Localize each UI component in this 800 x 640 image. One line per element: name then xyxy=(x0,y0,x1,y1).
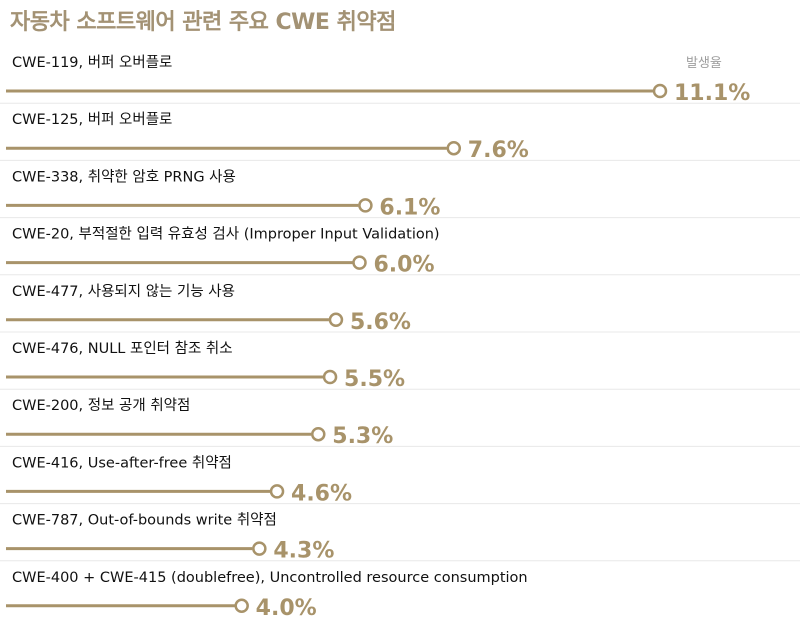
category-label: CWE-400 + CWE-415 (doublefree), Uncontro… xyxy=(12,570,528,586)
category-label: CWE-476, NULL 포인터 참조 취소 xyxy=(12,340,233,357)
bar-marker xyxy=(352,255,367,270)
bar-marker xyxy=(269,484,285,499)
chart-title: 자동차 소프트웨어 관련 주요 CWE 취약점 xyxy=(10,10,396,35)
bar-marker xyxy=(234,598,249,614)
bar-marker xyxy=(358,198,373,213)
category-label: CWE-20, 부적절한 입력 유효성 검사 (Improper Input V… xyxy=(12,226,440,243)
value-label: 7.6% xyxy=(468,138,529,163)
category-label: CWE-416, Use-after-free 취약점 xyxy=(12,454,232,471)
category-label: CWE-338, 취약한 암호 PRNG 사용 xyxy=(12,168,236,185)
category-label: CWE-119, 버퍼 오버플로 xyxy=(12,54,172,71)
category-label: CWE-200, 정보 공개 취약점 xyxy=(12,397,190,414)
value-label: 4.0% xyxy=(256,596,317,621)
value-label: 5.6% xyxy=(350,310,411,335)
category-label: CWE-787, Out-of-bounds write 취약점 xyxy=(12,512,277,529)
value-column-header: 발생율 xyxy=(686,56,722,71)
bar-marker xyxy=(328,312,344,328)
value-label: 4.3% xyxy=(273,539,334,564)
value-label: 11.1% xyxy=(674,81,750,106)
bar-marker xyxy=(446,140,462,156)
value-label: 6.1% xyxy=(379,195,440,220)
bar-marker xyxy=(322,369,338,385)
category-label: CWE-477, 사용되지 않는 기능 사용 xyxy=(12,283,235,300)
bar-marker xyxy=(252,541,267,556)
bar-marker xyxy=(311,426,326,442)
value-label: 6.0% xyxy=(374,253,435,278)
category-label: CWE-125, 버퍼 오버플로 xyxy=(12,111,172,128)
value-label: 4.6% xyxy=(291,481,352,506)
bar-marker xyxy=(652,83,668,99)
value-label: 5.3% xyxy=(332,424,393,449)
value-label: 5.5% xyxy=(344,367,405,392)
